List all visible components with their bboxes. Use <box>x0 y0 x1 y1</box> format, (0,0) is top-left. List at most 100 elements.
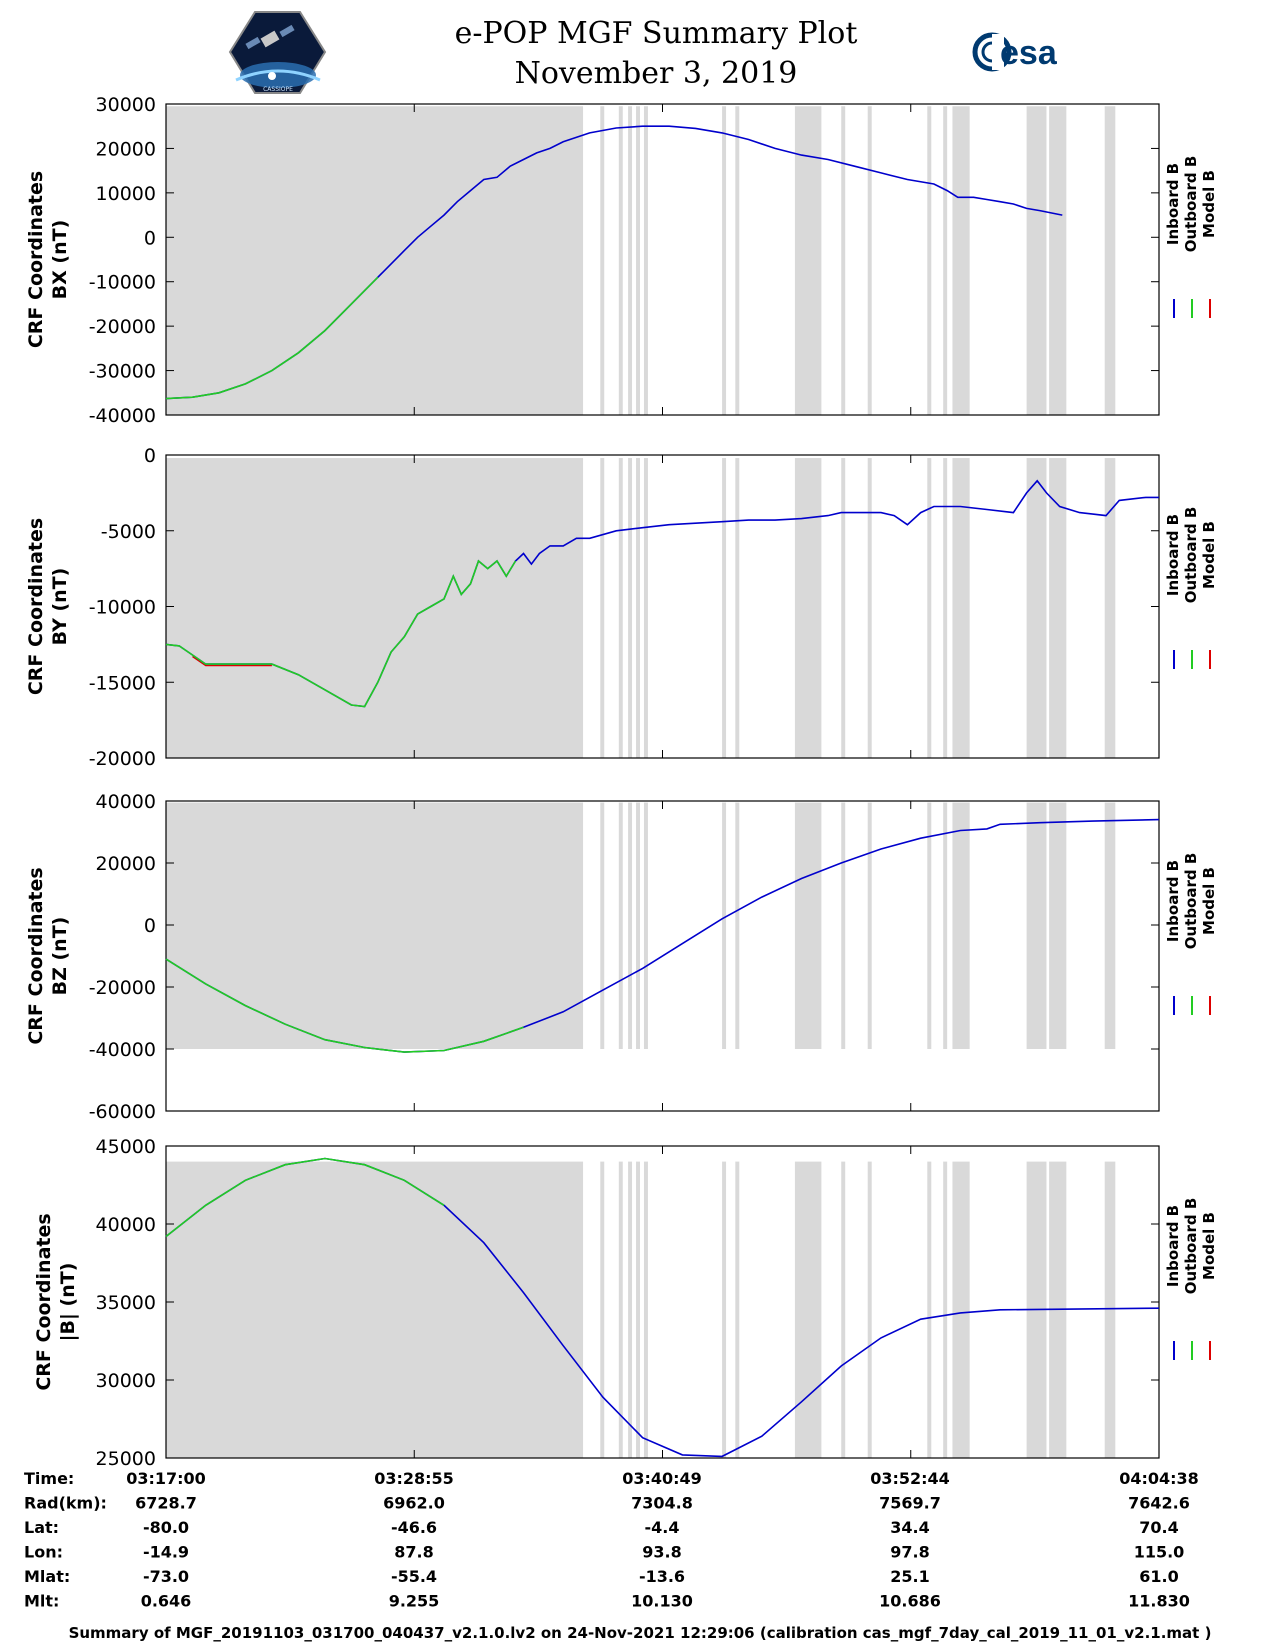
shade-interval-bmag-12 <box>943 1161 948 1458</box>
ylabel-line1-bmag: CRF Coordinates <box>33 1213 55 1390</box>
legend-label-1: Outboard B <box>1182 156 1200 253</box>
shade-interval-bmag-4 <box>636 1161 640 1458</box>
legend-label-2: Model B <box>1200 1212 1218 1280</box>
ylabel-line1-bz: CRF Coordinates <box>25 867 47 1044</box>
shade-interval-bx-9 <box>841 106 846 415</box>
ytick-label-bx: -40000 <box>89 405 156 427</box>
ytick-label-bmag: 40000 <box>96 1214 156 1236</box>
table-cell: -73.0 <box>143 1567 189 1586</box>
table-cell: -80.0 <box>143 1518 189 1537</box>
shade-interval-bmag-7 <box>735 1161 740 1458</box>
shade-interval-by-3 <box>628 458 633 758</box>
shade-interval-bmag-10 <box>867 1161 872 1458</box>
shade-interval-by-0 <box>166 458 584 758</box>
legend-label-2: Model B <box>1200 170 1218 238</box>
panel-bz: 40000 20000 0 -20000 -40000 -60000 CRF Coordin… <box>25 791 1218 1123</box>
shade-interval-bz-9 <box>841 802 846 1049</box>
shade-interval-bz-13 <box>952 802 970 1049</box>
legend-bmag: Inboard B Outboard B Model B <box>1164 1198 1218 1360</box>
shade-interval-bz-16 <box>1104 802 1116 1049</box>
shade-interval-bmag-9 <box>841 1161 846 1458</box>
shade-interval-by-16 <box>1104 458 1116 758</box>
shade-interval-by-10 <box>867 458 872 758</box>
ytick-label-bz: 40000 <box>96 791 156 813</box>
ytick-label-bmag: 35000 <box>96 1292 156 1314</box>
shade-interval-bx-12 <box>943 106 948 415</box>
ytick-label-bmag: 30000 <box>96 1370 156 1392</box>
table-cell: 34.4 <box>890 1518 929 1537</box>
table-cell: 25.1 <box>890 1567 929 1586</box>
ytick-label-bx: 20000 <box>96 138 156 160</box>
ytick-label-by: -5000 <box>101 521 156 543</box>
shade-interval-by-4 <box>636 458 640 758</box>
ytick-label-bx: -10000 <box>89 272 156 294</box>
table-cell: -55.4 <box>391 1567 437 1586</box>
ytick-label-by: -15000 <box>89 672 156 694</box>
panel-bmag: 45000 40000 35000 30000 25000 CRF Coordinates… <box>33 1136 1218 1470</box>
ytick-label-bz: -60000 <box>89 1101 156 1123</box>
ytick-label-bx: -20000 <box>89 316 156 338</box>
ytick-label-bz: 0 <box>144 915 156 937</box>
mission-patch-text: CASSIOPE <box>263 86 293 93</box>
ylabel-line1-by: CRF Coordinates <box>25 518 47 695</box>
ytick-label-by: -20000 <box>89 748 156 770</box>
legend-label-1: Outboard B <box>1182 1198 1200 1295</box>
shade-interval-bmag-6 <box>722 1161 727 1458</box>
table-cell: 93.8 <box>642 1543 681 1562</box>
table-cell: 6728.7 <box>135 1494 197 1513</box>
shade-interval-bmag-0 <box>166 1161 584 1458</box>
shade-interval-by-12 <box>943 458 948 758</box>
table-cell: 7569.7 <box>879 1494 941 1513</box>
ytick-label-by: -10000 <box>89 597 156 619</box>
shade-interval-bx-16 <box>1104 106 1116 415</box>
ytick-label-by: 0 <box>144 445 156 467</box>
table-cell: 04:04:38 <box>1119 1469 1199 1488</box>
shade-interval-bx-4 <box>636 106 640 415</box>
shade-interval-bz-5 <box>643 802 648 1049</box>
shade-interval-bz-4 <box>636 802 640 1049</box>
shade-interval-bx-15 <box>1049 106 1067 415</box>
shade-interval-bmag-3 <box>628 1161 633 1458</box>
plot-date: November 3, 2019 <box>515 56 798 91</box>
table-row-label: Lon: <box>24 1543 63 1562</box>
ytick-label-bmag: 25000 <box>96 1448 156 1470</box>
shade-interval-bmag-2 <box>618 1161 623 1458</box>
shade-interval-bx-2 <box>618 106 623 415</box>
esa-logo-text: esa <box>1000 34 1058 72</box>
legend-label-1: Outboard B <box>1182 853 1200 950</box>
table-cell: 0.646 <box>141 1592 192 1611</box>
shade-interval-bx-5 <box>643 106 648 415</box>
table-cell: 7304.8 <box>631 1494 693 1513</box>
ytick-label-bz: 20000 <box>96 853 156 875</box>
ytick-label-bx: -30000 <box>89 361 156 383</box>
shade-interval-bz-15 <box>1049 802 1067 1049</box>
table-cell: -46.6 <box>391 1518 437 1537</box>
table-cell: 115.0 <box>1134 1543 1185 1562</box>
footer-caption: Summary of MGF_20191103_031700_040437_v2… <box>69 1624 1212 1642</box>
series-model-by <box>192 655 272 667</box>
table-cell: 87.8 <box>394 1543 433 1562</box>
ytick-label-bx: 30000 <box>96 94 156 116</box>
table-cell: 70.4 <box>1139 1518 1178 1537</box>
table-cell: 7642.6 <box>1128 1494 1190 1513</box>
ylabel-line1-bx: CRF Coordinates <box>25 171 47 348</box>
legend-bz: Inboard B Outboard B Model B <box>1164 853 1218 1015</box>
table-row-label: Mlt: <box>24 1592 59 1611</box>
table-row-label: Rad(km): <box>24 1494 107 1513</box>
shade-interval-bx-13 <box>952 106 970 415</box>
shade-interval-bz-8 <box>794 802 822 1049</box>
orbit-info-table: Time: 03:17:00 03:28:55 03:40:49 03:52:44 04:… <box>24 1469 1199 1611</box>
legend-label-0: Inboard B <box>1164 860 1182 942</box>
table-cell: 03:40:49 <box>622 1469 702 1488</box>
legend-label-1: Outboard B <box>1182 507 1200 604</box>
table-row-label: Time: <box>24 1469 74 1488</box>
series-outboard-by <box>165 559 517 708</box>
shade-interval-bz-1 <box>600 802 605 1049</box>
mission-patch-logo: CASSIOPE <box>228 11 327 94</box>
table-cell: -14.9 <box>143 1543 189 1562</box>
shade-interval-bx-7 <box>735 106 740 415</box>
series-outboard-bz <box>165 958 524 1053</box>
shade-interval-bmag-13 <box>952 1161 970 1458</box>
shade-interval-bx-0 <box>166 106 584 415</box>
ytick-label-bx: 0 <box>144 227 156 249</box>
